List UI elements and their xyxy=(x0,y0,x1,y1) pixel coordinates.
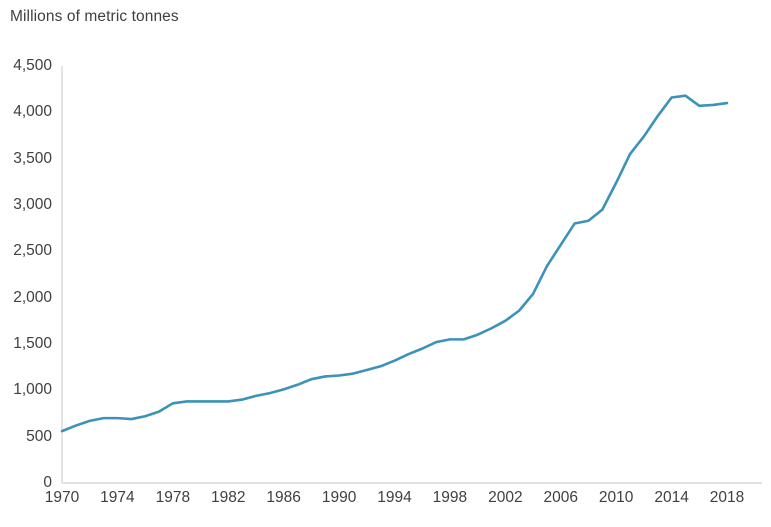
y-axis-tick-label: 3,500 xyxy=(13,149,52,167)
y-axis-tick-label: 3,000 xyxy=(13,196,52,213)
y-axis-tick-label: 1,500 xyxy=(13,335,52,352)
x-axis-tick-label: 2018 xyxy=(709,489,745,506)
y-axis-tick-label: 500 xyxy=(26,427,52,445)
x-axis-tick-label: 2014 xyxy=(654,489,689,506)
axis-lines xyxy=(61,66,762,484)
data-series-line xyxy=(60,94,729,433)
y-axis-tick-label: 4,000 xyxy=(13,103,52,121)
y-axis-tick-label: 2,000 xyxy=(13,288,52,306)
y-axis-tick-label: 4,500 xyxy=(13,57,52,74)
y-axis-tick-label: 1,000 xyxy=(13,381,52,399)
x-axis-tick-label: 1994 xyxy=(377,489,412,506)
y-axis-tick-label: 0 xyxy=(43,474,52,491)
x-axis-tick-label: 2002 xyxy=(488,489,523,506)
x-axis-tick-label: 2010 xyxy=(598,489,634,506)
x-axis-tick-label: 1974 xyxy=(100,489,135,506)
x-axis-tick-label: 1998 xyxy=(432,489,468,506)
x-axis-tick-label: 2006 xyxy=(543,489,578,506)
x-axis-tick-label: 1982 xyxy=(211,489,246,506)
x-axis-tick-label: 1986 xyxy=(266,489,301,506)
chart-title: Millions of metric tonnes xyxy=(10,8,179,25)
y-axis-tick-label: 2,500 xyxy=(13,242,52,260)
x-axis-tick-label: 1970 xyxy=(44,489,80,506)
x-axis-tick-label: 1978 xyxy=(155,489,191,506)
x-axis-tick-label: 1990 xyxy=(321,489,357,506)
